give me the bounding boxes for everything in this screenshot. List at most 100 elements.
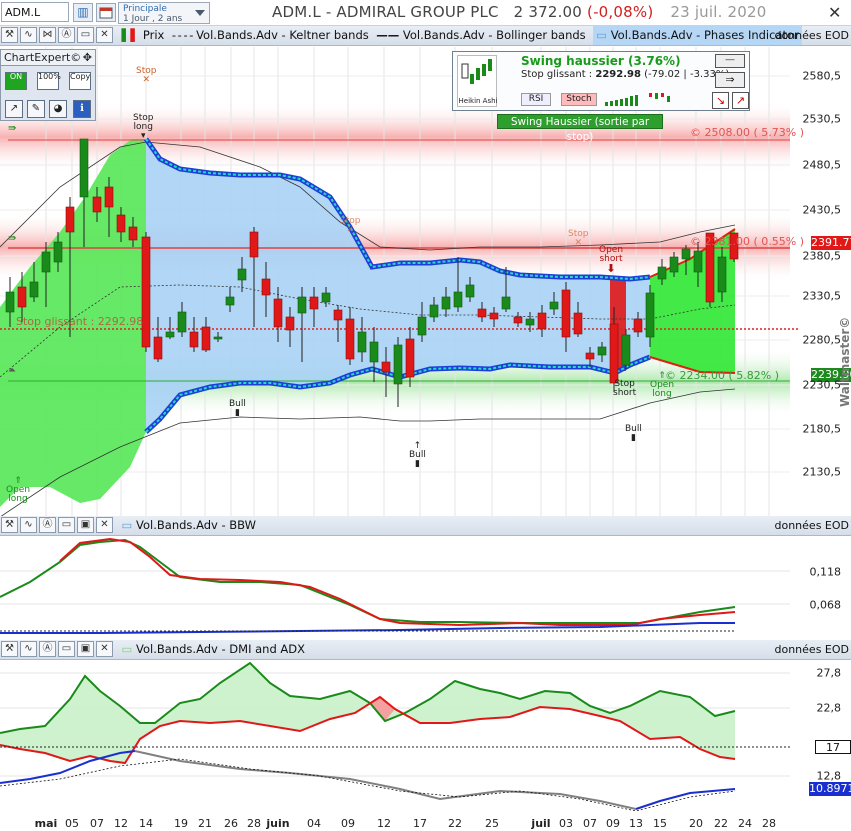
info-icon[interactable]: ℹ bbox=[73, 100, 91, 118]
calendar-icon[interactable] bbox=[96, 3, 116, 22]
arrows-icon[interactable]: ⇒ bbox=[715, 72, 745, 88]
keltner-upper bbox=[0, 141, 736, 251]
close-icon[interactable]: ✕ bbox=[96, 517, 113, 533]
quote-date: 23 juil. 2020 bbox=[670, 3, 767, 21]
tools-icon[interactable]: ⚒ bbox=[1, 641, 18, 657]
legend-price[interactable]: ▌▌ Prix bbox=[121, 28, 165, 42]
candle-body bbox=[116, 214, 126, 233]
dmi-panel: 27,8 22,8 12,8 17 10.8971 bbox=[0, 661, 851, 817]
alert-icon[interactable]: Ⓐ bbox=[58, 27, 75, 43]
bbw-label[interactable]: ▭ Vol.Bands.Adv - BBW bbox=[121, 518, 257, 532]
time-tick: 21 bbox=[198, 817, 212, 830]
signal-stop-top: Stop ✕ bbox=[136, 66, 157, 85]
bbw-toolbar: ⚒ ∿ Ⓐ ▭ ▣ ✕ ▭ Vol.Bands.Adv - BBW données EOD bbox=[0, 516, 851, 536]
candle-body bbox=[285, 316, 295, 331]
dmi-axis: 27,8 22,8 12,8 bbox=[793, 661, 851, 817]
candle-body bbox=[657, 266, 667, 280]
candle-body bbox=[92, 196, 102, 213]
close-icon[interactable]: ✕ bbox=[96, 641, 113, 657]
chartexpert-100-button[interactable]: 100% bbox=[37, 72, 61, 90]
tools-icon[interactable]: ⚒ bbox=[1, 517, 18, 533]
candle-body bbox=[693, 250, 703, 273]
alert-marker-3: ⏶ bbox=[8, 365, 16, 376]
price-tick: 2530,5 bbox=[802, 112, 842, 126]
price-chart[interactable] bbox=[0, 47, 851, 516]
dmi-tick: 12,8 bbox=[816, 769, 842, 783]
signal-stop-right: Stop ✕ bbox=[568, 229, 589, 248]
window-icon[interactable]: ▭ bbox=[58, 517, 75, 533]
price-tick: 2430,5 bbox=[802, 203, 842, 217]
chart-bear-icon[interactable]: ↘ bbox=[712, 92, 729, 109]
heikin-ashi-thumbnail[interactable]: Heikin Ashi bbox=[457, 55, 498, 107]
indicator-icon[interactable]: ∿ bbox=[20, 517, 37, 533]
time-tick: 07 bbox=[90, 817, 104, 830]
time-axis: mai 05 07 12 14 19 21 26 28 juin 04 09 12 17 22 25 juil 0… bbox=[0, 817, 851, 831]
candle-body bbox=[321, 292, 331, 303]
time-tick: 14 bbox=[139, 817, 153, 830]
dmi-tick: 27,8 bbox=[816, 666, 842, 680]
adx-value-box: 10.8971 bbox=[809, 782, 851, 796]
chart-bull-icon[interactable]: ↗ bbox=[732, 92, 749, 109]
time-tick: 25 bbox=[485, 817, 499, 830]
pen-icon[interactable]: ✎ bbox=[27, 100, 45, 118]
alert-icon[interactable]: Ⓐ bbox=[39, 517, 56, 533]
eod-label: données EOD bbox=[774, 519, 850, 532]
candle-body bbox=[177, 311, 187, 333]
price-box-current: 2391.77 bbox=[811, 236, 851, 250]
window-icon[interactable]: ▭ bbox=[77, 27, 94, 43]
heikin-label: Heikin Ashi bbox=[458, 97, 498, 105]
dmi-fill-area bbox=[0, 663, 735, 763]
minimize-icon[interactable]: ― bbox=[715, 54, 745, 68]
keltner-lower bbox=[0, 388, 736, 516]
time-tick: 12 bbox=[377, 817, 391, 830]
price-tick: 2480,5 bbox=[802, 158, 842, 172]
candle-body bbox=[417, 316, 427, 336]
maximize-icon[interactable]: ▣ bbox=[77, 641, 94, 657]
bbw-blue-line bbox=[0, 622, 735, 634]
indicator-icon[interactable]: ∿ bbox=[20, 27, 37, 43]
indicator-icon[interactable]: ∿ bbox=[20, 641, 37, 657]
main-chart-panel: © 2508.00 ( 5.73% ) © 2381.00 ( 0.55% ) … bbox=[0, 47, 851, 516]
watermark: Waltmaster© bbox=[838, 316, 851, 407]
candle-body bbox=[357, 331, 367, 353]
period-subtitle: 1 Jour , 2 ans bbox=[123, 14, 183, 24]
level-lower-label: © 2234.00 ( 5.82% ) bbox=[665, 369, 780, 382]
window-icon[interactable]: ▭ bbox=[58, 641, 75, 657]
tools-icon[interactable]: ⚒ bbox=[1, 27, 18, 43]
move-icon[interactable]: ✥ bbox=[82, 51, 92, 64]
rsi-button[interactable]: RSI bbox=[521, 93, 551, 106]
color-icon[interactable]: ◕ bbox=[49, 100, 67, 118]
maximize-icon[interactable]: ▣ bbox=[77, 517, 94, 533]
close-icon[interactable]: ✕ bbox=[96, 27, 113, 43]
candle-body bbox=[201, 326, 211, 351]
compare-icon[interactable]: ⋈ bbox=[39, 27, 56, 43]
stoch-button[interactable]: Stoch bbox=[561, 93, 597, 106]
dmi-label[interactable]: ▭ Vol.Bands.Adv - DMI and ADX bbox=[121, 642, 306, 656]
time-tick: 03 bbox=[559, 817, 573, 830]
legend-keltner[interactable]: - - - - Vol.Bands.Adv - Keltner bands bbox=[171, 28, 369, 42]
stop-line-label: Stop glissant : 2292.98 bbox=[16, 315, 144, 328]
pattern-icon[interactable]: ↗ bbox=[5, 100, 23, 118]
symbol-input[interactable]: ADM.L bbox=[1, 2, 69, 22]
level-upper-label: © 2508.00 ( 5.73% ) bbox=[690, 126, 805, 139]
legend-phases[interactable]: ▭ Vol.Bands.Adv - Phases Indicator bbox=[593, 26, 802, 45]
settings-icon[interactable]: ✕ bbox=[828, 3, 842, 22]
candle-body bbox=[261, 278, 271, 296]
time-tick: 05 bbox=[65, 817, 79, 830]
chartexpert-copy-button[interactable]: Copy bbox=[69, 72, 91, 90]
signal-stop-long: Stop long ▾ bbox=[133, 113, 154, 141]
alert-icon[interactable]: Ⓐ bbox=[39, 641, 56, 657]
bbw-chart[interactable] bbox=[0, 537, 851, 640]
candle-body bbox=[104, 186, 114, 208]
candle-body bbox=[53, 241, 63, 263]
time-tick: 13 bbox=[629, 817, 643, 830]
chartexpert-on-button[interactable]: ON bbox=[5, 72, 27, 90]
bbw-tick: 0,118 bbox=[809, 565, 842, 579]
legend-bollinger[interactable]: —— Vol.Bands.Adv - Bollinger bands bbox=[376, 28, 586, 42]
keltner-middle bbox=[0, 284, 736, 378]
price-tick: 2180,5 bbox=[802, 422, 842, 436]
period-selector[interactable]: Principale 1 Jour , 2 ans bbox=[118, 2, 210, 24]
dmi-chart[interactable] bbox=[0, 661, 851, 817]
price-change: (-0,08%) bbox=[587, 3, 654, 21]
book-icon[interactable]: ▥ bbox=[73, 3, 93, 22]
